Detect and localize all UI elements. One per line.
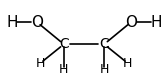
Text: H: H (36, 57, 45, 70)
Text: O: O (125, 15, 137, 30)
Text: O: O (31, 15, 43, 30)
Text: H: H (99, 63, 109, 76)
Text: H: H (151, 15, 162, 30)
Text: C: C (99, 37, 109, 51)
Text: H: H (123, 57, 132, 70)
Text: C: C (59, 37, 69, 51)
Text: H: H (6, 15, 17, 30)
Text: H: H (59, 63, 69, 76)
